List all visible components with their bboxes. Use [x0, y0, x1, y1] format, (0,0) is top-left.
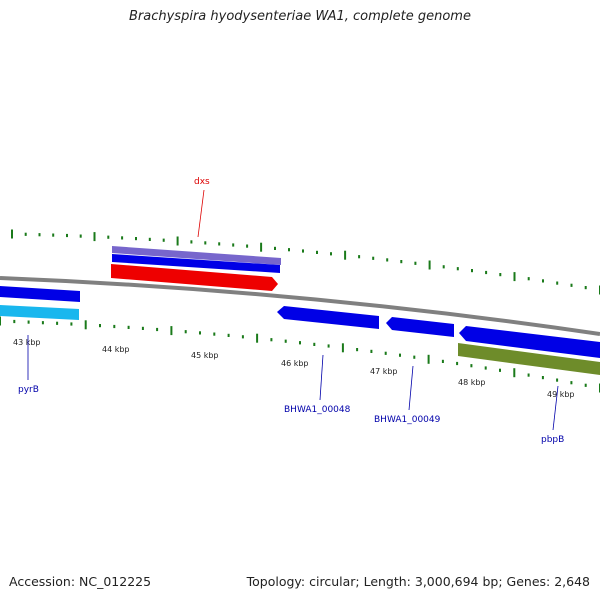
cds-feature-dxs[interactable]	[111, 264, 278, 291]
gene-label-dxs[interactable]: dxs	[194, 177, 210, 187]
cds-feature-blue-thin[interactable]	[112, 254, 280, 273]
scale-label-48: 48 kbp	[458, 378, 486, 387]
gene-label-BHWA1-00048[interactable]: BHWA1_00048	[284, 405, 351, 415]
scale-label-44: 44 kbp	[102, 345, 130, 354]
map-title: Brachyspira hyodysenteriae WA1, complete…	[129, 9, 471, 24]
scale-labels: 43 kbp 44 kbp 45 kbp 46 kbp 47 kbp 48 kb…	[13, 338, 575, 399]
gene-labels: pyrB dxs BHWA1_00048 BHWA1_00049 pbpB	[18, 177, 564, 445]
inner-tick-ring	[0, 316, 600, 393]
gene-label-BHWA1-00049[interactable]: BHWA1_00049	[374, 415, 441, 425]
genome-summary-text: Topology: circular; Length: 3,000,694 bp…	[246, 574, 590, 589]
cds-feature-blue-left[interactable]	[0, 286, 80, 302]
scale-label-45: 45 kbp	[191, 351, 219, 360]
cds-feature-BHWA1-00048[interactable]	[277, 306, 379, 329]
scale-label-43: 43 kbp	[13, 338, 41, 347]
cds-feature-BHWA1-00049[interactable]	[386, 317, 454, 337]
gene-label-pbpB[interactable]: pbpB	[541, 435, 564, 445]
scale-label-47: 47 kbp	[370, 367, 398, 376]
cds-feature-purple[interactable]	[112, 246, 281, 265]
gene-label-pyrB[interactable]: pyrB	[18, 385, 39, 395]
scale-label-46: 46 kbp	[281, 359, 309, 368]
genome-backbone	[0, 276, 600, 336]
accession-text: Accession: NC_012225	[9, 574, 152, 589]
gene-label-leaders	[27, 189, 559, 431]
cds-feature-blue-right[interactable]	[459, 326, 600, 358]
scale-label-49: 49 kbp	[547, 390, 575, 399]
cds-feature-pbpB[interactable]	[458, 343, 600, 375]
cds-feature-pyrB[interactable]	[0, 305, 79, 320]
outer-tick-ring	[11, 229, 600, 295]
